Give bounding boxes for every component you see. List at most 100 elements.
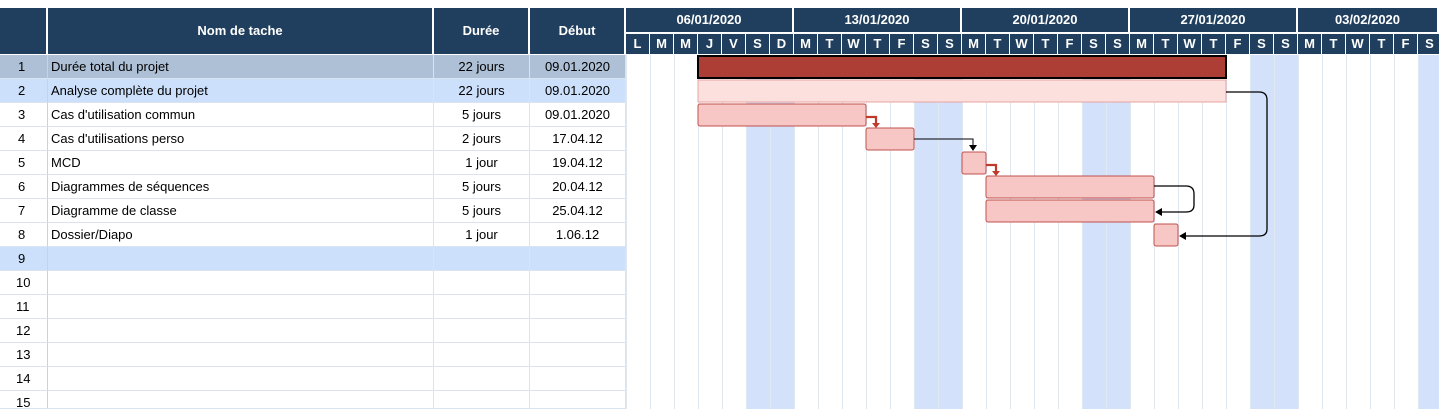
task-name-cell[interactable]: MCD xyxy=(48,151,434,175)
task-bar[interactable] xyxy=(985,175,1155,199)
day-header: S xyxy=(914,34,938,54)
dependency-arrow xyxy=(986,163,998,173)
day-header: F xyxy=(1058,34,1082,54)
start-cell[interactable] xyxy=(530,343,626,367)
row-number[interactable]: 6 xyxy=(0,175,48,199)
weekend-column xyxy=(1106,55,1130,409)
task-name-cell[interactable] xyxy=(48,295,434,319)
duration-cell[interactable] xyxy=(434,319,530,343)
week-header: 27/01/2020 xyxy=(1130,8,1298,32)
week-header: 03/02/2020 xyxy=(1298,8,1439,32)
task-bar[interactable] xyxy=(865,127,915,151)
row-number[interactable]: 10 xyxy=(0,271,48,295)
row-number[interactable]: 2 xyxy=(0,79,48,103)
day-header: S xyxy=(746,34,770,54)
day-header: J xyxy=(698,34,722,54)
task-name-cell[interactable] xyxy=(48,367,434,391)
row-number[interactable]: 7 xyxy=(0,199,48,223)
task-bar[interactable] xyxy=(697,103,867,127)
row-number[interactable]: 14 xyxy=(0,367,48,391)
day-header: F xyxy=(890,34,914,54)
task-name-cell[interactable]: Diagrammes de séquences xyxy=(48,175,434,199)
task-name-cell[interactable]: Analyse complète du projet xyxy=(48,79,434,103)
start-cell[interactable] xyxy=(530,247,626,271)
task-name-cell[interactable]: Durée total du projet xyxy=(48,55,434,79)
row-number[interactable]: 13 xyxy=(0,343,48,367)
row-number[interactable]: 9 xyxy=(0,247,48,271)
day-header: S xyxy=(1418,34,1439,54)
row-number[interactable]: 11 xyxy=(0,295,48,319)
task-name-cell[interactable]: Cas d'utilisations perso xyxy=(48,127,434,151)
task-name-cell[interactable] xyxy=(48,247,434,271)
weekend-column xyxy=(938,55,962,409)
duration-cell[interactable] xyxy=(434,247,530,271)
start-cell[interactable] xyxy=(530,319,626,343)
summary-bar[interactable] xyxy=(697,55,1227,79)
duration-cell[interactable] xyxy=(434,367,530,391)
row-number[interactable]: 12 xyxy=(0,319,48,343)
week-header: 06/01/2020 xyxy=(626,8,794,32)
start-cell[interactable]: 09.01.2020 xyxy=(530,79,626,103)
weekend-column xyxy=(1418,55,1439,409)
duration-cell[interactable] xyxy=(434,271,530,295)
day-header: S xyxy=(1082,34,1106,54)
weekend-column xyxy=(1250,55,1274,409)
arrow-head xyxy=(992,171,1000,176)
duration-cell[interactable]: 5 jours xyxy=(434,175,530,199)
row-number[interactable]: 8 xyxy=(0,223,48,247)
task-name-cell[interactable]: Dossier/Diapo xyxy=(48,223,434,247)
duration-cell[interactable]: 1 jour xyxy=(434,151,530,175)
start-cell[interactable] xyxy=(530,271,626,295)
start-cell[interactable]: 17.04.12 xyxy=(530,127,626,151)
day-header: T xyxy=(818,34,842,54)
day-header: M xyxy=(962,34,986,54)
start-cell[interactable] xyxy=(530,295,626,319)
row-number[interactable]: 3 xyxy=(0,103,48,127)
corner-cell[interactable] xyxy=(0,8,48,54)
duration-cell[interactable] xyxy=(434,343,530,367)
start-cell[interactable]: 25.04.12 xyxy=(530,199,626,223)
duration-cell[interactable]: 1 jour xyxy=(434,223,530,247)
task-bar[interactable] xyxy=(985,199,1155,223)
day-header: M xyxy=(1130,34,1154,54)
duration-cell[interactable] xyxy=(434,295,530,319)
day-header: W xyxy=(1178,34,1202,54)
start-cell[interactable]: 20.04.12 xyxy=(530,175,626,199)
row-number[interactable]: 1 xyxy=(0,55,48,79)
duration-cell[interactable]: 2 jours xyxy=(434,127,530,151)
day-header: T xyxy=(1154,34,1178,54)
task-name-cell[interactable]: Diagramme de classe xyxy=(48,199,434,223)
start-cell[interactable]: 09.01.2020 xyxy=(530,55,626,79)
duration-cell[interactable]: 22 jours xyxy=(434,55,530,79)
day-header: M xyxy=(1298,34,1322,54)
start-cell[interactable]: 1.06.12 xyxy=(530,223,626,247)
weekend-column xyxy=(914,55,938,409)
arrow-head xyxy=(1179,232,1186,240)
duration-cell[interactable]: 5 jours xyxy=(434,103,530,127)
task-bar[interactable] xyxy=(1153,223,1179,247)
day-header: F xyxy=(1394,34,1418,54)
duration-cell[interactable]: 22 jours xyxy=(434,79,530,103)
task-bar[interactable] xyxy=(961,151,987,175)
day-header: M xyxy=(674,34,698,54)
start-cell[interactable]: 09.01.2020 xyxy=(530,103,626,127)
task-name-cell[interactable] xyxy=(48,271,434,295)
header-start[interactable]: Début xyxy=(530,8,626,54)
header-task-name[interactable]: Nom de tache xyxy=(48,8,434,54)
day-header: F xyxy=(1226,34,1250,54)
day-header: T xyxy=(986,34,1010,54)
header-duration[interactable]: Durée xyxy=(434,8,530,54)
task-name-cell[interactable]: Cas d'utilisation commun xyxy=(48,103,434,127)
day-header: M xyxy=(650,34,674,54)
task-name-cell[interactable] xyxy=(48,343,434,367)
task-name-cell[interactable] xyxy=(48,319,434,343)
arrow-head xyxy=(969,145,977,151)
duration-cell[interactable]: 5 jours xyxy=(434,199,530,223)
row-number[interactable]: 4 xyxy=(0,127,48,151)
start-cell[interactable]: 19.04.12 xyxy=(530,151,626,175)
start-cell[interactable] xyxy=(530,367,626,391)
row-number[interactable]: 5 xyxy=(0,151,48,175)
task-bar[interactable] xyxy=(697,79,1227,103)
